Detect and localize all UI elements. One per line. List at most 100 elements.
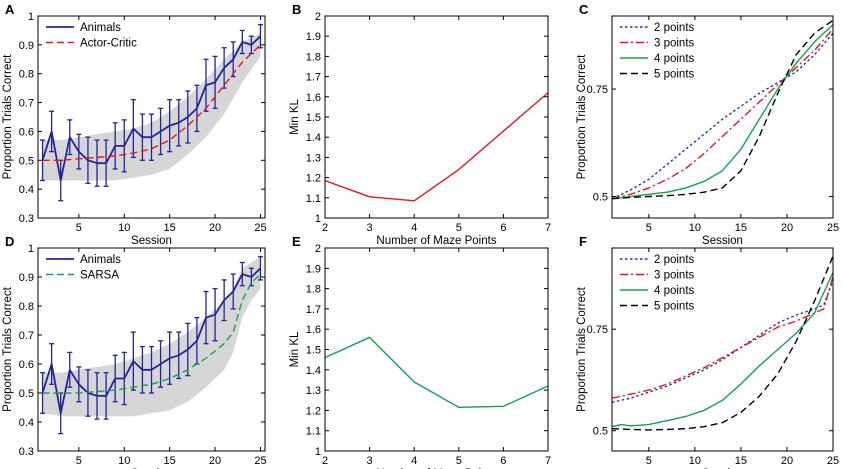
y-axis-label: Proportion Trials Correct [576,286,588,411]
error-bar [239,261,245,287]
x-tick-label: 5 [646,455,652,467]
y-tick-label: 0.9 [19,40,34,52]
error-bar [248,35,254,55]
y-axis-label: Proportion Trials Correct [2,286,14,411]
y-tick-label: 1.1 [306,193,321,205]
y-tick-label: 0.6 [19,126,34,138]
x-tick-label: 4 [411,222,417,234]
error-bar [221,279,227,322]
y-tick-label: 1.1 [306,426,321,438]
y-tick-label: 0.75 [587,324,608,336]
legend-label: Animals [80,22,121,34]
error-bar [85,136,91,185]
panel-label: A [5,2,15,17]
y-tick-label: 1.3 [306,152,321,164]
panel-label: B [292,2,301,17]
error-bar [121,119,127,173]
y-tick-label: 1.2 [306,405,321,417]
y-tick-label: 0.5 [593,192,608,204]
axes-box [324,247,549,452]
panel-f: 5 10 15 20 25 0.5 0.75 Session Proportion Trials… [576,234,839,469]
panel-a: 5 10 15 20 25 0.3 0.4 0.5 0.6 0.7 0.8 0.9 1 Session Pr… [2,2,267,247]
y-tick-label: 1 [28,11,34,23]
x-axis-label: Session [131,235,172,247]
error-bar [67,351,73,388]
error-bar [49,343,55,385]
series-line-f-4-points [612,272,833,428]
error-bar [94,372,100,420]
x-tick-label: 5 [646,222,652,234]
y-axis-label: Min KL [289,99,301,135]
x-tick-label: 3 [367,222,373,234]
y-axis-label: Proportion Trials Correct [2,54,14,179]
panel-label: E [292,234,301,249]
error-bar [203,58,209,112]
error-bar [185,90,191,144]
x-tick-label: 7 [545,455,551,467]
y-tick-label: 1.6 [306,92,321,104]
panel-e: 2 3 4 5 6 7 1 1.1 1.2 1.3 1.4 1.5 1.6 1.7 1.8 1.9 2 Numbe… [289,234,551,469]
y-tick-label: 1.4 [306,132,321,144]
axes-box [37,247,266,452]
series-line-c-4-points [612,24,833,200]
panel-label: C [579,2,589,17]
x-tick-label: 10 [689,222,701,234]
x-tick-label: 25 [254,455,266,467]
x-tick-label: 10 [118,455,130,467]
y-tick-label: 1.7 [306,72,321,84]
legend: 2 points 3 points 4 points 5 points [620,254,695,313]
y-tick-label: 0.5 [593,426,608,438]
y-tick-label: 1.4 [306,365,321,377]
y-tick-label: 2 [315,11,321,23]
legend-label: 5 points [654,69,695,81]
x-tick-label: 2 [322,222,328,234]
x-tick-label: 15 [164,455,176,467]
error-bar [167,331,173,385]
error-bar [94,139,100,187]
y-tick-label: 1.3 [306,385,321,397]
x-axis-label: Number of Maze Points [376,235,496,247]
error-bar [76,133,82,170]
error-bar [149,113,154,161]
error-bar [49,110,55,153]
y-tick-label: 0.4 [19,417,34,429]
error-bar [76,366,82,403]
legend: Animals Actor-Critic [46,22,137,50]
panel-d: 5 10 15 20 25 0.3 0.4 0.5 0.6 0.7 0.8 0.9 1 Session Pr… [2,234,267,469]
legend-label: 4 points [654,285,695,297]
series-line-c-2-points [612,32,833,200]
y-tick-label: 0.3 [19,446,34,458]
error-bar [212,287,218,342]
x-tick-label: 20 [781,222,793,234]
x-tick-label: 5 [456,455,462,467]
series-line-f-3-points [612,276,833,399]
legend-label: Actor-Critic [80,38,137,50]
y-tick-label: 1.7 [306,304,321,316]
error-bar [158,340,164,388]
y-tick-label: 1 [28,243,34,255]
legend-label: 3 points [654,38,695,50]
x-tick-label: 25 [254,222,266,234]
error-bar [212,55,218,109]
error-bar [194,84,200,133]
error-bar [67,119,73,156]
x-tick-label: 10 [118,222,130,234]
legend-label: 2 points [654,22,695,34]
error-bar [85,369,91,417]
error-bar [257,24,263,49]
axes-box [37,15,266,219]
axes-box [611,15,834,219]
series-line-c-3-points [612,28,833,200]
panel-label: F [579,234,587,249]
x-tick-label: 25 [827,455,839,467]
y-tick-label: 1 [315,446,321,458]
series-line-e-sarsa [325,336,548,409]
y-tick-label: 0.7 [19,330,34,342]
error-bar [149,345,154,394]
error-bar [130,331,136,391]
error-bar [112,354,118,403]
x-tick-label: 6 [500,455,506,467]
x-axis-label: Session [702,235,743,247]
legend-label: 2 points [654,254,695,266]
